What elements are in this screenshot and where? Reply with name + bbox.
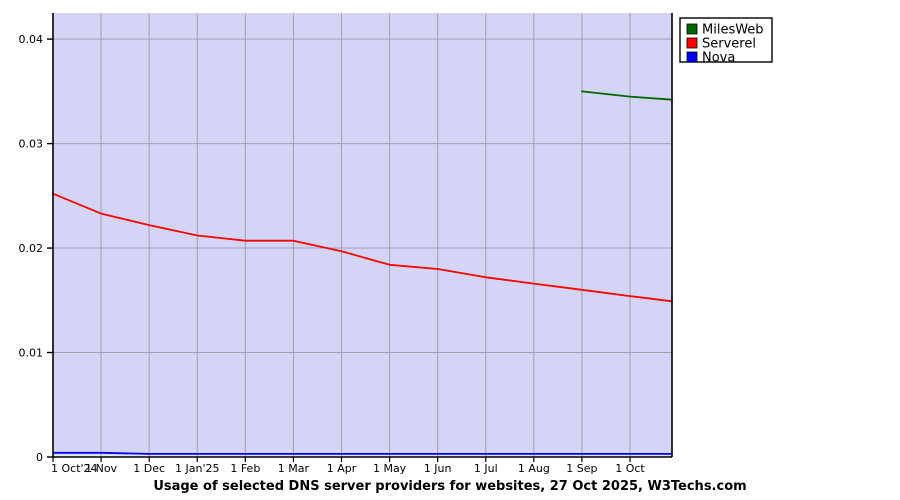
legend-label-nova: Nova [702,51,735,66]
series-area-nova [53,13,672,454]
legend-swatch-nova [686,51,698,63]
legend-swatch-milesweb [686,23,698,35]
plot-area-background [53,13,672,457]
series-line-serverel [52,192,673,303]
y-tick-label: 0 [36,451,43,464]
vertical-gridlines [100,13,631,457]
y-axis-tick-marks [47,38,53,458]
x-axis-tick-labels: 1 Oct'241 Nov 1 Dec 1 Jan'25 1 Feb 1 Mar 1 Ap… [51,462,645,475]
x-tick-label: 1 Jul [474,462,498,475]
axis-frame [52,13,673,458]
series-line-milesweb [581,90,673,101]
x-tick-label: 1 Dec [133,462,165,475]
x-tick-label: 1 Oct [615,462,645,475]
series-line-nova [52,451,673,455]
x-tick-label: 1 Jun [424,462,452,475]
x-tick-label: 1 Sep [566,462,597,475]
y-tick-label: 0.01 [19,347,44,360]
x-tick-label: 1 Apr [327,462,357,475]
legend-label-serverel: Serverel [702,37,756,52]
y-axis-tick-labels: 0 0.01 0.02 0.03 0.04 [19,33,44,464]
legend-label-milesweb: MilesWeb [702,23,764,38]
x-tick-label: 1 Oct'24 [51,462,98,475]
x-tick-label: 1 May [373,462,407,475]
x-tick-label: 1 Mar [278,462,310,475]
y-tick-label: 0.03 [19,138,44,151]
x-tick-label: 1 Feb [230,462,260,475]
legend-swatch-serverel [686,37,698,49]
chart-caption: Usage of selected DNS server providers f… [153,479,746,494]
y-tick-label: 0.02 [19,242,44,255]
x-tick-label: 1 Nov [85,462,117,475]
x-tick-label: 1 Aug [518,462,550,475]
y-tick-label: 0.04 [19,33,44,46]
series-lines [52,90,673,455]
x-tick-label: 1 Jan'25 [175,462,219,475]
series-area-fills [53,13,672,454]
x-axis-tick-marks [52,457,631,462]
